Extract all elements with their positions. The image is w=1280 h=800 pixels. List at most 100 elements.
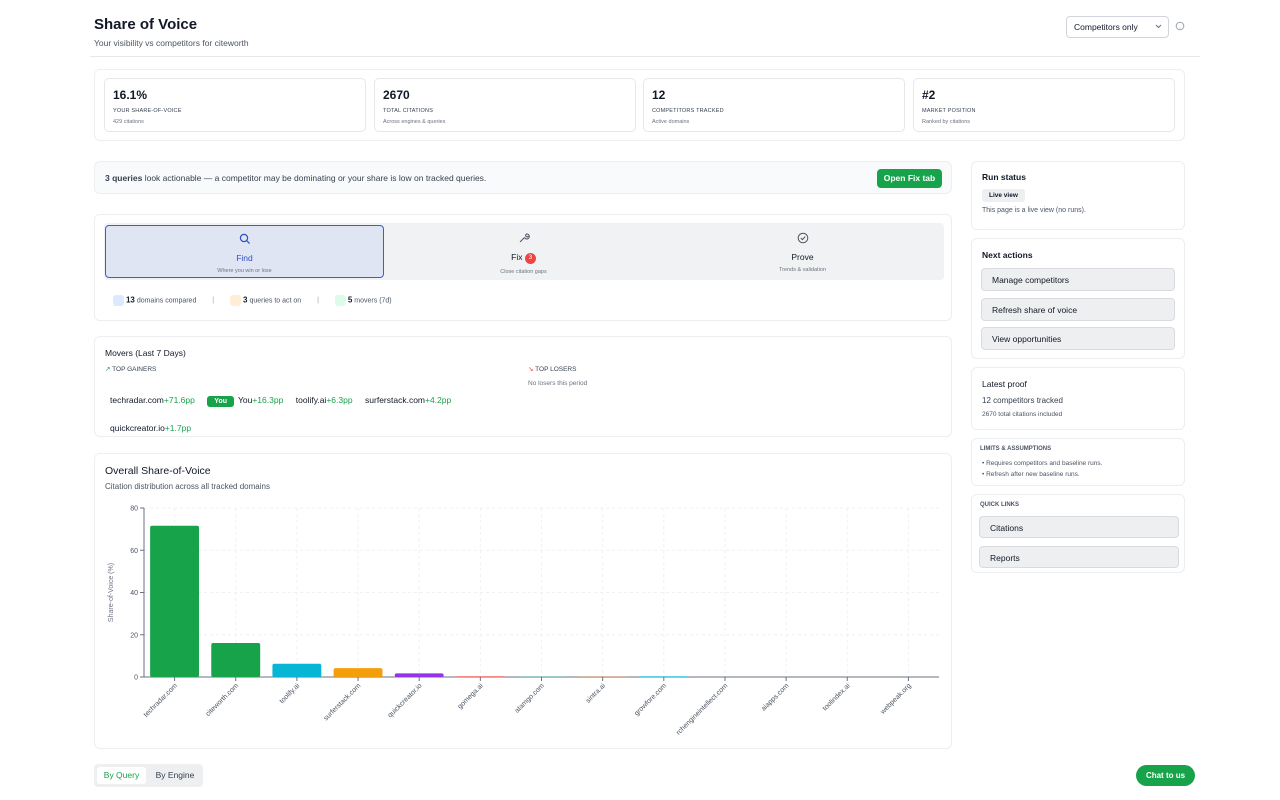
gainer-change: +16.3pp	[252, 395, 284, 405]
x-tick-label: gomega.ai	[457, 682, 485, 710]
alert-banner: 3 queries look actionable — a competitor…	[94, 161, 952, 194]
search-icon	[239, 233, 250, 245]
proof-line: 12 competitors tracked	[982, 396, 1063, 405]
kpi-sub: Active domains	[652, 119, 690, 125]
panel-title: QUICK LINKS	[980, 502, 1019, 508]
kpi-card: 12 COMPETITORS TRACKED Active domains	[643, 78, 905, 132]
kpi-sub: Across engines & queries	[383, 119, 446, 125]
view-toggle: By Query By Engine	[94, 764, 203, 787]
y-tick-label: 0	[134, 675, 138, 682]
stat-value: 3	[243, 295, 248, 305]
separator: |	[317, 297, 319, 305]
limits-panel: LIMITS & ASSUMPTIONS • Requires competit…	[971, 438, 1185, 486]
tab-prove[interactable]: Prove Trends & validation	[663, 225, 942, 278]
gainer-change: +71.6pp	[163, 395, 195, 405]
gainer-change: +4.2pp	[425, 395, 452, 405]
tabs-panel: Find Where you win or lose Fix 3 Close c…	[94, 214, 952, 321]
gainer-name: You	[238, 395, 253, 405]
x-tick-label: rchengineintellect.com	[675, 682, 729, 736]
losers-empty: No losers this period	[528, 380, 588, 387]
panel-title: Next actions	[982, 250, 1033, 260]
chart: 0 20 40 60 80 Share-of-Voice (%) techradar.com…	[108, 506, 939, 737]
chat-button[interactable]: Chat to us	[1136, 765, 1195, 786]
gainers-title: ↗ TOP GAINERS	[105, 366, 157, 373]
filter-select[interactable]: Competitors only	[1066, 16, 1169, 38]
chevron	[1155, 24, 1162, 29]
x-tick-label: sintra.ai	[585, 682, 608, 705]
action-button[interactable]: View opportunities	[981, 327, 1175, 350]
chart-panel: Overall Share-of-Voice Citation distribu…	[94, 453, 952, 749]
y-tick-label: 60	[130, 548, 138, 555]
panel-title: Run status	[982, 172, 1026, 182]
action-button[interactable]: Refresh share of voice	[981, 298, 1175, 321]
stat-label: queries to act on	[249, 297, 302, 305]
y-tick-label: 20	[130, 632, 138, 639]
action-button[interactable]: Manage competitors	[981, 268, 1175, 291]
limit-item: • Requires competitors and baseline runs…	[982, 460, 1103, 467]
run-status-panel: Run status Live view This page is a live…	[971, 161, 1185, 230]
tab-find[interactable]: Find Where you win or lose	[105, 225, 384, 278]
limit-text: Requires competitors and baseline runs.	[986, 460, 1103, 467]
quick-links-panel: QUICK LINKS Citations Reports	[971, 494, 1185, 573]
x-tick-label: toolify.ai	[279, 682, 302, 705]
x-tick-label: quickcreator.io	[387, 682, 424, 719]
alert-message: look actionable — a competitor may be do…	[144, 173, 487, 183]
movers-panel: Movers (Last 7 Days) ↗ TOP GAINERS techr…	[94, 336, 952, 437]
quick-link[interactable]: Citations	[979, 516, 1179, 538]
tab-label: Prove	[791, 252, 814, 262]
losers-title: ↘ TOP LOSERS	[528, 366, 577, 373]
gainer: toolify.ai+6.3pp	[296, 388, 353, 413]
alert-text: 3 queries look actionable — a competitor…	[105, 173, 486, 183]
proof-line: 2670 total citations included	[982, 411, 1063, 418]
stat-icon	[334, 295, 346, 306]
panel-title: LIMITS & ASSUMPTIONS	[980, 446, 1052, 452]
kpi-label: MARKET POSITION	[922, 108, 976, 114]
help-icon[interactable]	[1175, 21, 1185, 31]
stat-value: 5	[347, 295, 353, 305]
gainer: You You+16.3pp	[207, 388, 283, 414]
bar	[211, 642, 261, 677]
kpi-label: COMPETITORS TRACKED	[652, 108, 724, 114]
gainer: techradar.com+71.6pp	[110, 388, 195, 413]
status-badge: Live view	[982, 189, 1025, 202]
tab-badge: 3	[524, 253, 536, 264]
open-fix-button[interactable]: Open Fix tab	[877, 169, 942, 188]
y-tick-label: 40	[130, 590, 138, 597]
status-text: This page is a live view (no runs).	[982, 207, 1086, 214]
kpi-card: 16.1% YOUR SHARE-OF-VOICE 429 citations	[104, 78, 366, 132]
chart-subtitle: Citation distribution across all tracked…	[105, 482, 270, 491]
kpi-sub: Ranked by citations	[922, 119, 970, 125]
kpi-label: YOUR SHARE-OF-VOICE	[113, 108, 182, 114]
you-badge: You	[207, 396, 234, 407]
toggle-by-query[interactable]: By Query	[97, 767, 146, 784]
gainer-name: techradar.com	[110, 395, 164, 405]
gainer-name: toolify.ai	[295, 395, 327, 405]
bar	[639, 676, 689, 677]
stat-label: movers (7d)	[354, 297, 392, 305]
y-tick-label: 80	[130, 506, 138, 513]
gainer-change: +6.3pp	[326, 395, 353, 405]
x-tick-label: citeworth.com	[205, 682, 241, 718]
x-tick-label: aiapps.com	[760, 682, 790, 712]
bar	[333, 668, 383, 677]
kpi-value: 12	[652, 88, 666, 102]
toggle-by-engine[interactable]: By Engine	[155, 770, 195, 780]
gainers-title-text: TOP GAINERS	[112, 366, 157, 373]
quick-link[interactable]: Reports	[979, 546, 1179, 568]
tab-fix[interactable]: Fix 3 Close citation gaps	[384, 225, 663, 278]
x-tick-label: growfore.com	[633, 682, 668, 717]
stat-value: 13	[125, 295, 135, 305]
wrench-icon	[519, 233, 530, 243]
bar	[272, 663, 322, 677]
bar	[150, 525, 200, 677]
panel-title: Latest proof	[982, 379, 1027, 389]
bar	[394, 673, 444, 677]
page-subtitle: Your visibility vs competitors for citew…	[94, 38, 249, 48]
limit-item: • Refresh after new baseline runs.	[982, 471, 1080, 478]
filter-value: Competitors only	[1074, 22, 1138, 32]
gainer-change: +1.7pp	[164, 423, 192, 433]
gainer: surferstack.com+4.2pp	[365, 388, 451, 413]
kpi-panel: 16.1% YOUR SHARE-OF-VOICE 429 citations 26…	[94, 69, 1185, 141]
losers-title-text: TOP LOSERS	[535, 366, 577, 373]
